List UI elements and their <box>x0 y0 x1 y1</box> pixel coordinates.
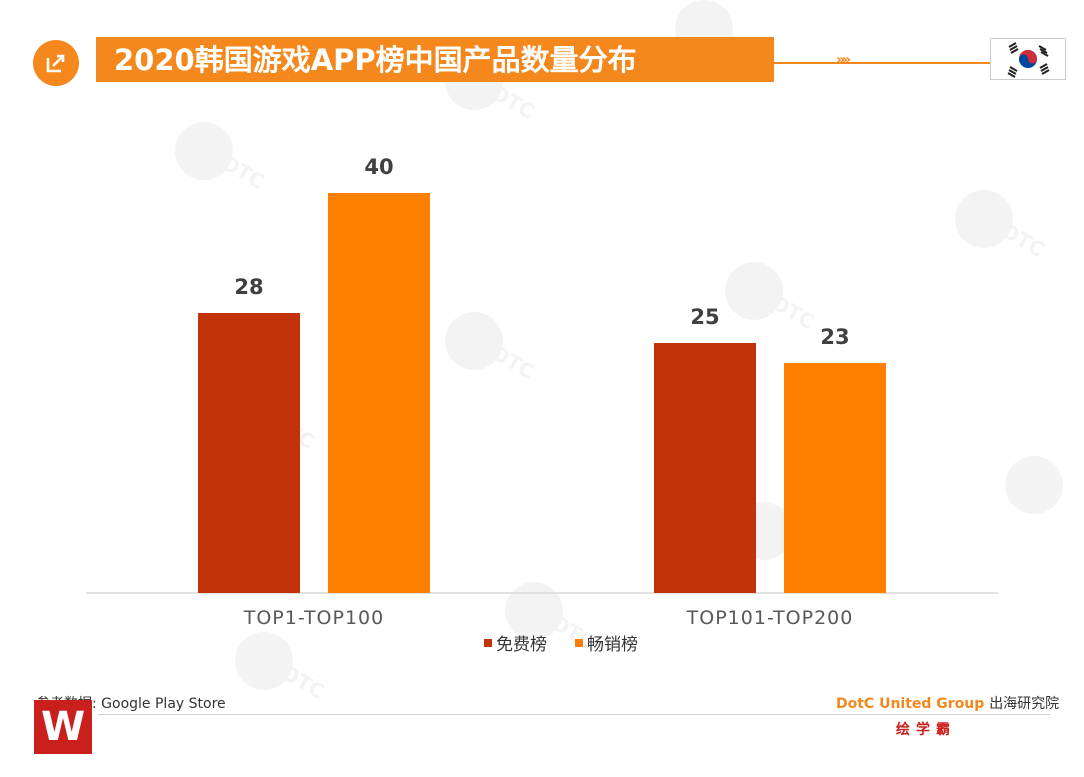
share-icon <box>33 40 79 86</box>
bar-free-2 <box>654 343 756 593</box>
footer-divider <box>98 714 1050 715</box>
legend-item-grossing: 畅销榜 <box>575 630 638 655</box>
data-label-grossing-1: 40 <box>364 155 393 179</box>
legend-label-free: 免费榜 <box>496 635 547 655</box>
brand-en: DotC United Group <box>836 696 985 712</box>
bar-grossing-1 <box>328 193 430 593</box>
page-title: 2020韩国游戏APP榜中国产品数量分布 <box>114 43 637 77</box>
legend-swatch-grossing <box>575 638 583 647</box>
legend: 免费榜 畅销榜 <box>484 630 638 655</box>
data-label-grossing-2: 23 <box>820 325 849 349</box>
brand-secondary: 绘学霸 <box>896 722 956 738</box>
brand-cn: 出海研究院 <box>989 696 1060 712</box>
category-label-1: TOP1-TOP100 <box>243 607 385 629</box>
title-underline <box>774 62 990 64</box>
title-bar <box>96 37 774 82</box>
data-label-free-1: 28 <box>234 275 263 299</box>
bar-grossing-2 <box>784 363 886 593</box>
south-korea-flag-icon <box>990 38 1066 80</box>
bar-free-1 <box>198 313 300 593</box>
legend-swatch-free <box>484 638 492 647</box>
brand-label: DotC United Group 出海研究院 <box>836 693 1059 713</box>
chevron-right-icon: »» <box>836 52 851 68</box>
w-logo: W <box>34 700 92 754</box>
category-label-2: TOP101-TOP200 <box>686 607 854 629</box>
legend-item-free: 免费榜 <box>484 630 547 655</box>
data-label-free-2: 25 <box>690 305 719 329</box>
legend-label-grossing: 畅销榜 <box>587 635 638 655</box>
